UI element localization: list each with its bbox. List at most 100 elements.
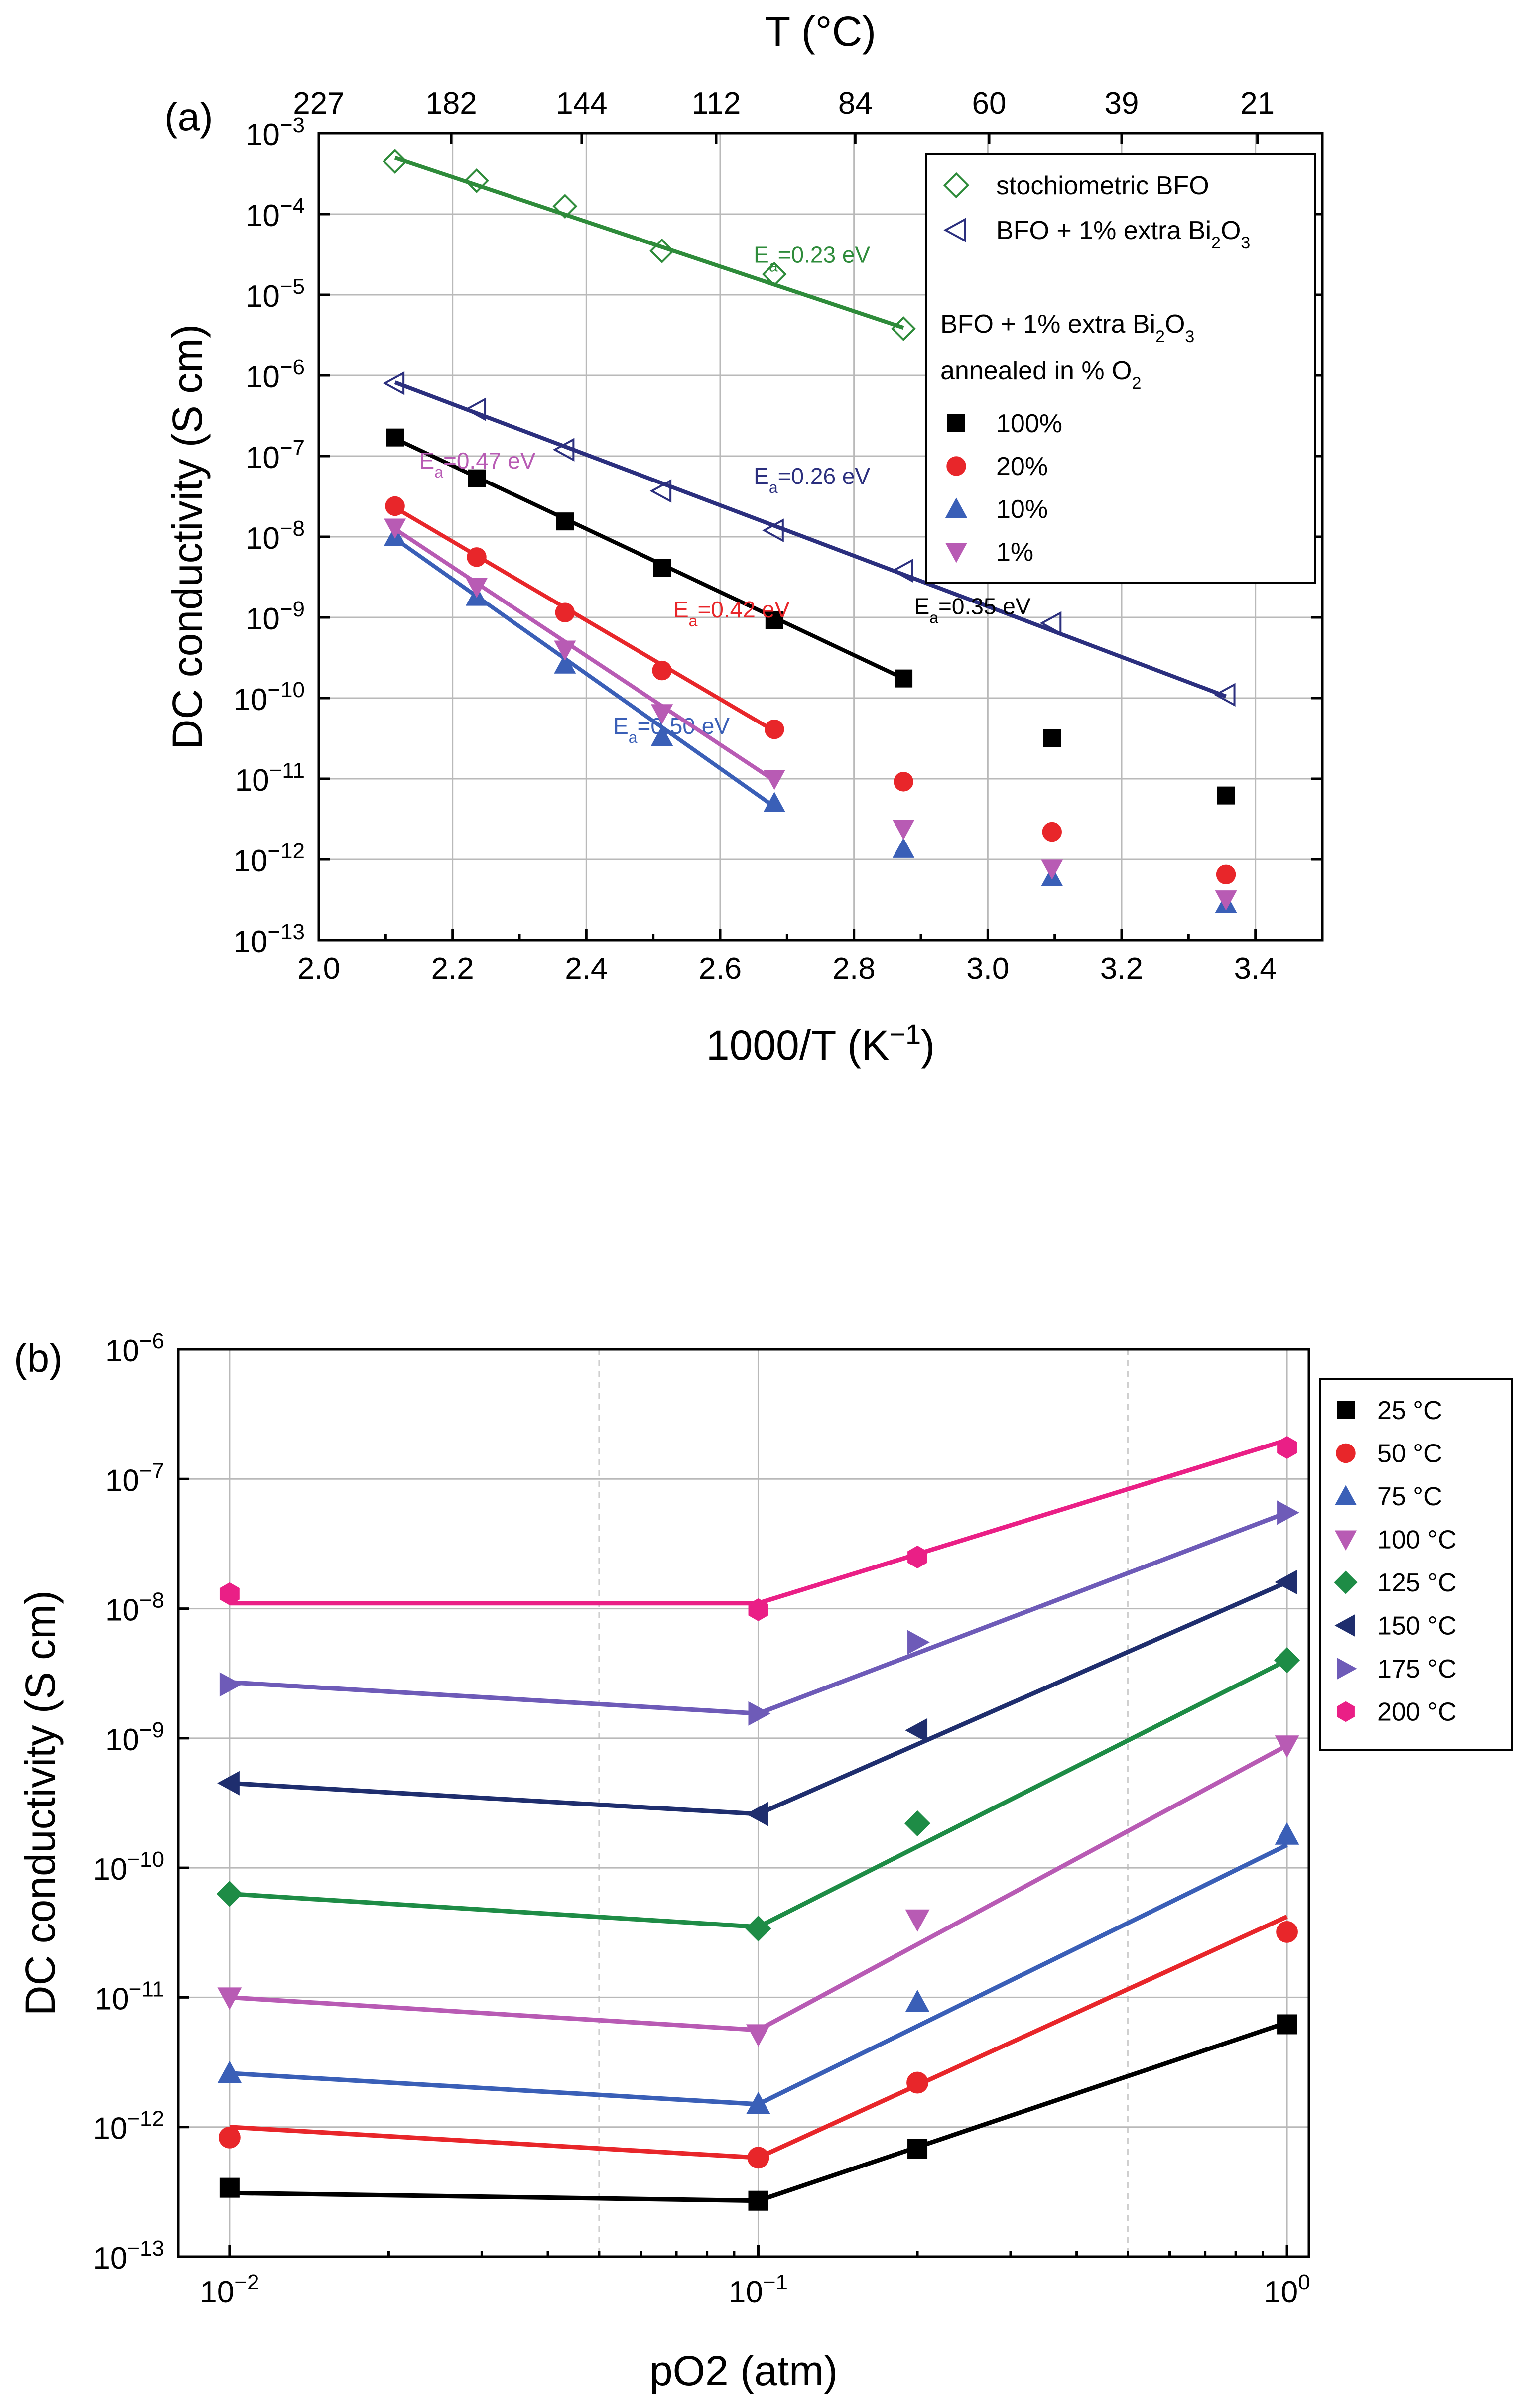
legend-symbol [1334,1570,1358,1594]
series-20-: Ea=0.42 eV [385,496,1236,885]
fit-line [394,505,775,733]
y-tick-label: 10−8 [105,1588,164,1628]
y-tick-label: 10−5 [246,274,305,314]
legend-label: 20% [996,452,1048,481]
legend-symbol [1336,1443,1356,1463]
legend-symbol [945,497,968,518]
activation-energy-label: Ea=0.35 eV [914,593,1031,626]
data-point [905,1718,928,1743]
data-point [1043,729,1061,747]
top-tick-label: 84 [838,86,873,120]
data-point [1277,2014,1297,2035]
x-tick-label: 10−1 [729,2270,788,2309]
data-point [552,194,578,219]
y-tick-label: 10−6 [246,355,305,394]
data-point [745,1915,771,1942]
data-point [1217,786,1235,805]
legend-symbol [943,218,966,242]
legend-symbol [1334,1614,1355,1637]
data-point [1213,683,1236,707]
legend-label: stochiometric BFO [996,171,1209,200]
data-point [762,518,784,542]
data-point [762,261,787,287]
x-tick-label: 3.0 [966,952,1009,986]
y-tick-label: 10−8 [246,516,305,556]
data-point [746,2024,770,2047]
fit-line [394,155,904,330]
x-tick-label: 10−2 [200,2270,259,2309]
series-175-c [219,1500,1299,1726]
x-axis-title-b: pO2 (atm) [649,2347,838,2394]
top-tick-label: 144 [556,86,607,120]
data-point [748,2190,768,2211]
data-point [904,1810,931,1837]
activation-energy-label: Ea=0.42 eV [673,597,790,630]
data-point [218,2126,241,2149]
data-point [217,2060,242,2083]
legend-symbol [1337,1657,1357,1680]
y-tick-label: 10−11 [235,758,305,798]
data-point [386,428,404,447]
data-point [219,1582,240,1605]
chart-a: 2.0 2.2 2.4 2.6 2.8 3.0 3.2 3.4 227 182 144 112 84 60… [164,8,1324,1069]
data-point [383,371,405,395]
y-tick-label: 10−9 [105,1718,164,1757]
y-tick-label: 10−13 [233,920,305,959]
top-axis-title-a: T (°C) [765,8,876,55]
series-150-c [217,1569,1297,1826]
legend-label: 1% [996,538,1033,567]
series-100-c [217,1735,1299,2047]
top-tick-label: 60 [972,86,1007,120]
y-tick-label: 10−13 [93,2236,164,2276]
legend-box [1319,1378,1513,1751]
y-tick-label: 10−4 [246,194,305,233]
series-1-: Ea=0.47 eV [384,448,1237,911]
data-point [384,518,406,539]
y-tick-label: 10−12 [233,839,305,878]
series-bfo-1-extra-bi-o-: Ea=0.26 eV [383,371,1236,707]
data-point [219,1672,242,1697]
y-tick-label: 10−12 [93,2107,164,2146]
data-point [1274,1647,1300,1674]
series-125-c [216,1647,1300,1942]
x-tick-label: 3.4 [1234,952,1277,986]
data-point [653,559,671,577]
data-point [906,2071,928,2094]
legend-symbol [1337,1401,1355,1419]
panel-label-b: (b) [14,1336,63,1380]
x-tick-label: 2.8 [833,952,876,986]
data-point [746,1802,768,1826]
legend-symbol [1337,1701,1355,1722]
x-tick-label: 2.4 [565,952,608,986]
legend-symbol [1334,1485,1357,1505]
data-point [907,1630,930,1655]
fit-line [393,527,776,782]
chart-b: 10−2 10−1 100 10−6 10−7 10−8 10−9 10−10 10−11 10−… [14,1329,1513,2394]
data-point [892,838,915,858]
data-point [1215,890,1237,911]
top-tick-label: 112 [692,86,741,120]
data-point [468,469,486,487]
fit-line [393,537,776,809]
data-point [1276,1921,1298,1943]
plot-frame-b [177,1348,1310,2258]
data-point [467,547,487,567]
data-point [1275,1735,1299,1758]
x-tick-label: 100 [1264,2270,1310,2309]
data-point [652,660,672,681]
data-point [1275,1569,1297,1594]
data-point [1277,1500,1299,1525]
data-point [892,820,915,840]
activation-energy-label: Ea=0.23 eV [754,242,870,275]
y-tick-label: 10−10 [233,678,305,717]
data-point [746,2091,770,2114]
fit-line [394,380,1227,699]
data-point [464,397,487,421]
legend-box [925,153,1316,584]
data-point [649,479,672,503]
x-tick-label: 2.6 [699,952,742,986]
legend-label: 10% [996,495,1048,524]
y-tick-label: 10−10 [93,1847,164,1887]
